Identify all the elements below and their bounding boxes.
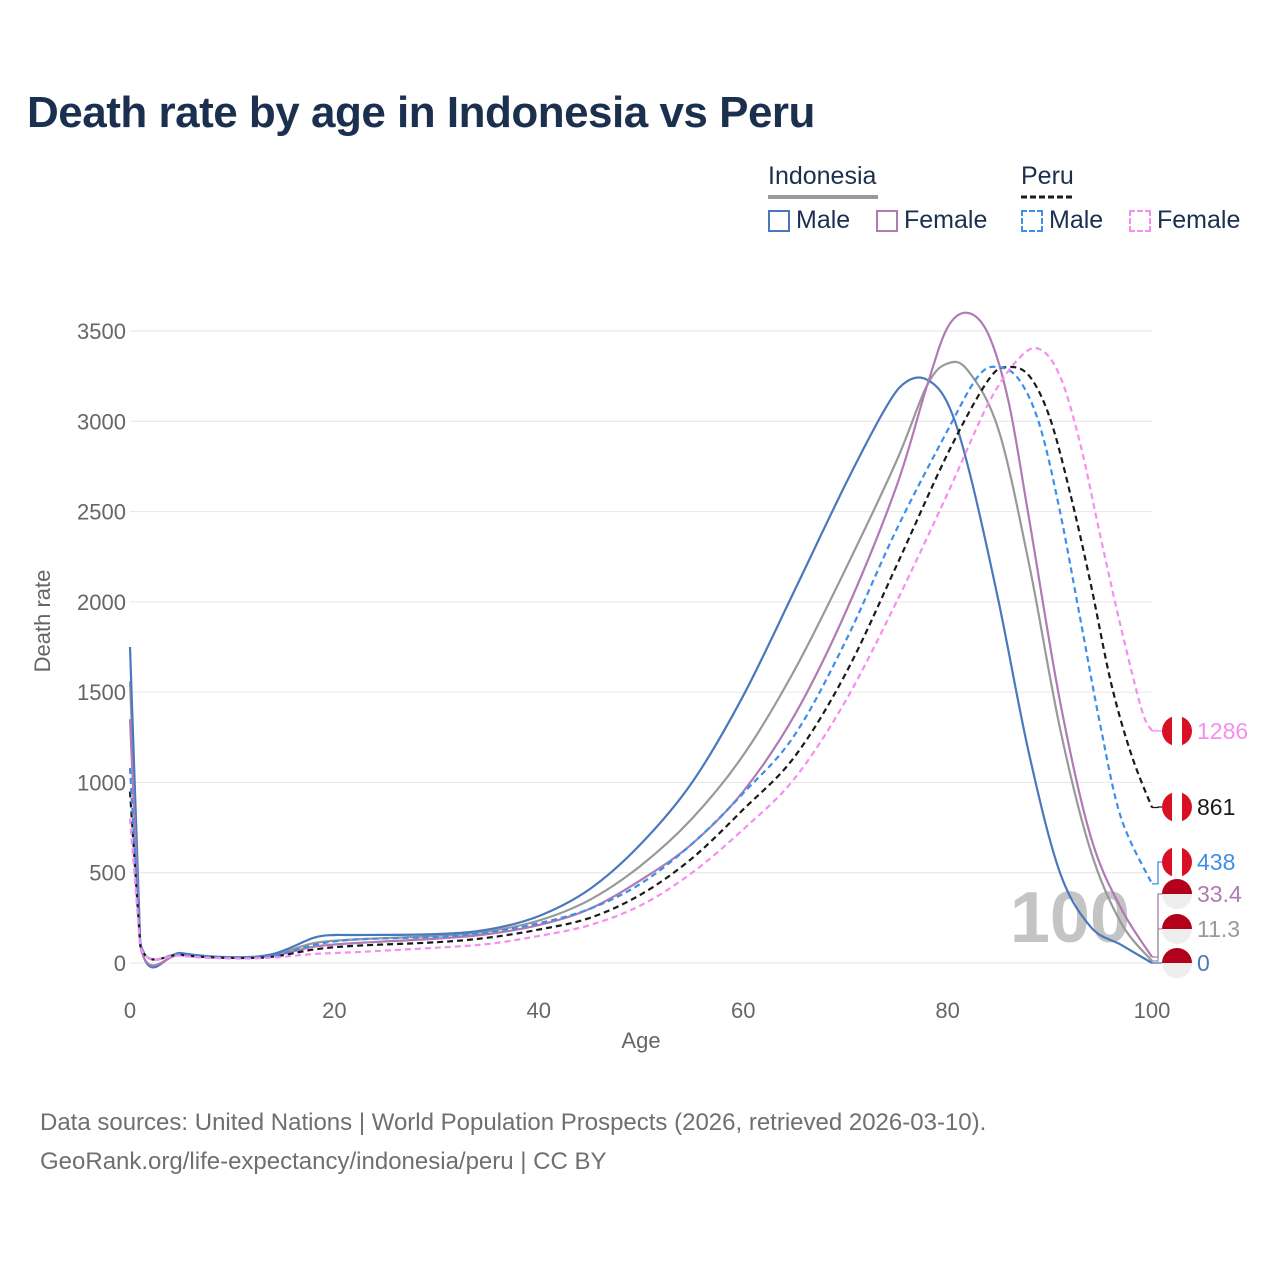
y-tick-label: 3500	[77, 319, 126, 344]
x-tick-label: 80	[935, 998, 959, 1023]
y-tick-label: 1000	[77, 770, 126, 795]
chart-title: Death rate by age in Indonesia vs Peru	[27, 88, 815, 137]
x-axis-label: Age	[621, 1028, 660, 1053]
end-label-value: 861	[1197, 794, 1235, 820]
peru-flag-icon	[1162, 716, 1192, 746]
series-line-peru-female[interactable]	[128, 346, 1153, 961]
end-label-connector	[1152, 893, 1162, 958]
grid-lines	[130, 330, 1152, 964]
y-tick-label: 2000	[77, 590, 126, 615]
end-label-value: 0	[1197, 950, 1210, 976]
legend-item-indonesia-male[interactable]: Male	[768, 206, 850, 235]
end-label-value: 33.4	[1197, 881, 1242, 907]
peru-flag-icon	[1162, 847, 1192, 877]
legend-item-label: Female	[1157, 206, 1241, 234]
series-line-peru-total[interactable]	[128, 365, 1154, 961]
x-tick-label: 60	[731, 998, 755, 1023]
x-tick-label: 0	[124, 998, 136, 1023]
legend-swatch-icon	[1021, 209, 1043, 232]
end-label-value: 1286	[1197, 718, 1248, 744]
x-tick-label: 40	[527, 998, 551, 1023]
peru-flag-icon	[1162, 792, 1192, 822]
y-tick-label: 500	[89, 861, 126, 886]
y-tick-label: 2500	[77, 500, 126, 525]
x-tick-label: 100	[1134, 998, 1171, 1023]
legend-group-label: Indonesia	[768, 162, 877, 190]
legend-item-peru-male[interactable]: Male	[1021, 206, 1103, 235]
legend-group-indonesia[interactable]: Indonesia	[768, 162, 878, 199]
source-link[interactable]: GeoRank.org/life-expectancy/indonesia/pe…	[40, 1148, 607, 1175]
year-watermark: 100	[1010, 878, 1130, 958]
y-tick-label: 3000	[77, 409, 126, 434]
x-axis-ticks: 0 20 40 60 80 100	[124, 998, 1170, 1023]
source-line-1: Data sources: United Nations | World Pop…	[40, 1109, 987, 1136]
legend-group-label: Peru	[1021, 162, 1074, 190]
y-axis-label: Death rate	[30, 570, 55, 673]
end-label-value: 438	[1197, 849, 1235, 875]
y-axis-ticks: 0 500 1000 1500 2000 2500 3000 3500	[77, 319, 126, 976]
indonesia-flag-icon	[1162, 879, 1192, 909]
end-labels: 1286 861 438 33.4 11.3 0	[1152, 716, 1248, 978]
legend-swatch-icon	[1129, 209, 1151, 232]
indonesia-flag-icon	[1162, 914, 1192, 944]
series-line-peru-male[interactable]	[128, 365, 1153, 961]
legend-item-label: Male	[1049, 206, 1104, 234]
series-line-indonesia-total[interactable]	[128, 360, 1153, 968]
series-line-indonesia-female[interactable]	[128, 311, 1153, 967]
legend-group-peru[interactable]: Peru	[1021, 162, 1075, 199]
y-tick-label: 1500	[77, 680, 126, 705]
legend-group-underline	[768, 195, 878, 199]
legend-item-peru-female[interactable]: Female	[1129, 206, 1240, 235]
x-tick-label: 20	[322, 998, 346, 1023]
series-line-indonesia-male[interactable]	[128, 376, 1153, 969]
end-label-connector	[1152, 928, 1162, 962]
y-tick-label: 0	[114, 951, 126, 976]
series-lines	[128, 311, 1154, 969]
end-label-value: 11.3	[1197, 916, 1240, 942]
legend-item-indonesia-female[interactable]: Female	[876, 206, 987, 235]
indonesia-flag-icon	[1162, 948, 1192, 978]
legend-swatch-icon	[876, 209, 898, 232]
legend-item-label: Male	[796, 206, 851, 234]
legend-swatch-icon	[768, 209, 790, 232]
legend-item-label: Female	[904, 206, 988, 234]
end-label-connector	[1152, 861, 1162, 885]
legend-group-underline	[1021, 195, 1075, 199]
end-label-connector	[1152, 806, 1162, 809]
